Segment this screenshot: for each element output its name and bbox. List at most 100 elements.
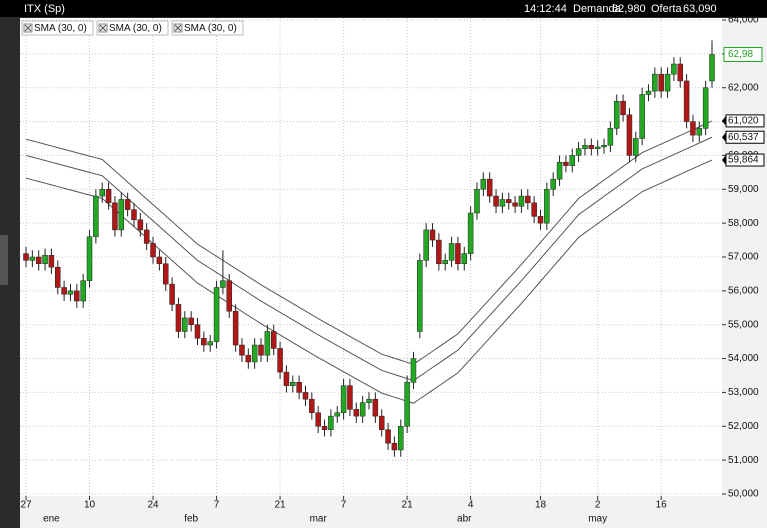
y-tick-label: 58,000 (728, 218, 759, 229)
candle-body (270, 331, 277, 349)
candle-body (112, 202, 118, 231)
candle-body (391, 442, 398, 451)
y-tick-label: 50,000 (728, 489, 759, 500)
bid-label: Demanda (573, 3, 622, 15)
candle-body (436, 239, 442, 265)
sma-line (25, 120, 713, 365)
candle-body (658, 73, 664, 92)
candle-body (474, 189, 480, 214)
bid: 62,980 (612, 3, 646, 15)
candle-body (321, 426, 328, 430)
y-tick-label: 57,000 (728, 252, 759, 263)
candle-body (162, 263, 169, 285)
candle-body (42, 255, 48, 265)
legend-check (99, 24, 107, 32)
candle-body (569, 155, 576, 166)
candle-body (48, 255, 55, 268)
legend-label: SMA (30, 0) (34, 23, 87, 34)
x-tick-label: 16 (656, 500, 668, 511)
candle-body (194, 324, 201, 339)
candle-body (626, 114, 633, 156)
candle-body (588, 145, 595, 149)
candle-body (486, 178, 493, 197)
legend-check (174, 24, 182, 32)
candle-body (302, 392, 309, 400)
candle-body (404, 382, 410, 427)
candle-body (105, 189, 112, 204)
candle-body (226, 280, 233, 312)
candle-body (150, 243, 156, 258)
candle-body (283, 371, 290, 386)
y-tick-label: 62,000 (728, 82, 759, 93)
month-label: may (588, 514, 607, 525)
y-tick-label: 64,000 (728, 15, 759, 26)
candle-body (118, 199, 125, 231)
candle-body (220, 280, 226, 288)
candle-body (309, 398, 315, 413)
candle-body (607, 128, 614, 146)
candle-body (398, 426, 404, 451)
candle-body (35, 256, 42, 265)
candle-body (232, 310, 239, 346)
candle-body (328, 415, 334, 430)
last-value-box (725, 130, 765, 144)
candle-body (690, 121, 696, 136)
candle-body (652, 73, 658, 92)
candle-body (480, 178, 487, 190)
last-close-box (723, 47, 763, 63)
x-tick-label: 24 (147, 500, 159, 511)
y-tick-label: 56,000 (728, 285, 759, 296)
candle-body (531, 202, 537, 217)
last-value-label: 61,020 (728, 116, 759, 127)
candle-body (80, 280, 86, 302)
candle-body (347, 385, 353, 410)
candle-body (556, 161, 563, 180)
candle-body (493, 195, 499, 207)
candle-body (448, 243, 455, 261)
candle-body (702, 87, 709, 129)
x-tick-label: 18 (535, 500, 547, 511)
candle-body (99, 189, 105, 197)
candle-body (385, 429, 391, 444)
candle-body (169, 283, 175, 305)
top-bar (0, 0, 767, 17)
last-value-box (725, 153, 765, 167)
candle-body (23, 253, 29, 261)
month-label: feb (184, 514, 198, 525)
candle-body (340, 385, 347, 413)
candle-body (251, 344, 258, 363)
candle-body (188, 317, 194, 325)
x-tick-label: 10 (84, 500, 96, 511)
x-tick-label: 21 (275, 500, 287, 511)
candle-body (131, 209, 137, 221)
candle-body (563, 161, 569, 166)
candle-body (207, 341, 213, 346)
x-tick-label: 4 (468, 500, 474, 511)
candle-body (633, 138, 639, 156)
candle-body (429, 229, 436, 241)
candle-body (442, 260, 448, 265)
y-axis-area (722, 18, 767, 528)
candle-body (512, 202, 518, 207)
candle-body (55, 266, 61, 288)
candle-body (67, 290, 74, 295)
last-value-pointer (722, 155, 726, 166)
candle-body (93, 195, 99, 237)
ask-label: Oferta (651, 3, 682, 15)
y-tick-label: 59,000 (728, 184, 759, 195)
candle-body (334, 412, 340, 417)
candle-body (213, 287, 220, 342)
candle-body (29, 256, 36, 261)
candle-body (156, 256, 163, 265)
candle-body (594, 146, 601, 149)
candle-body (417, 260, 423, 332)
side-handle (0, 235, 8, 285)
candle-body (499, 199, 506, 207)
candle-body (86, 236, 93, 281)
candle-body (671, 63, 677, 75)
candle-body (620, 101, 626, 116)
candle-body (461, 253, 468, 265)
candle-body (696, 128, 703, 136)
legend-box (171, 20, 244, 36)
candle-body (372, 398, 379, 417)
